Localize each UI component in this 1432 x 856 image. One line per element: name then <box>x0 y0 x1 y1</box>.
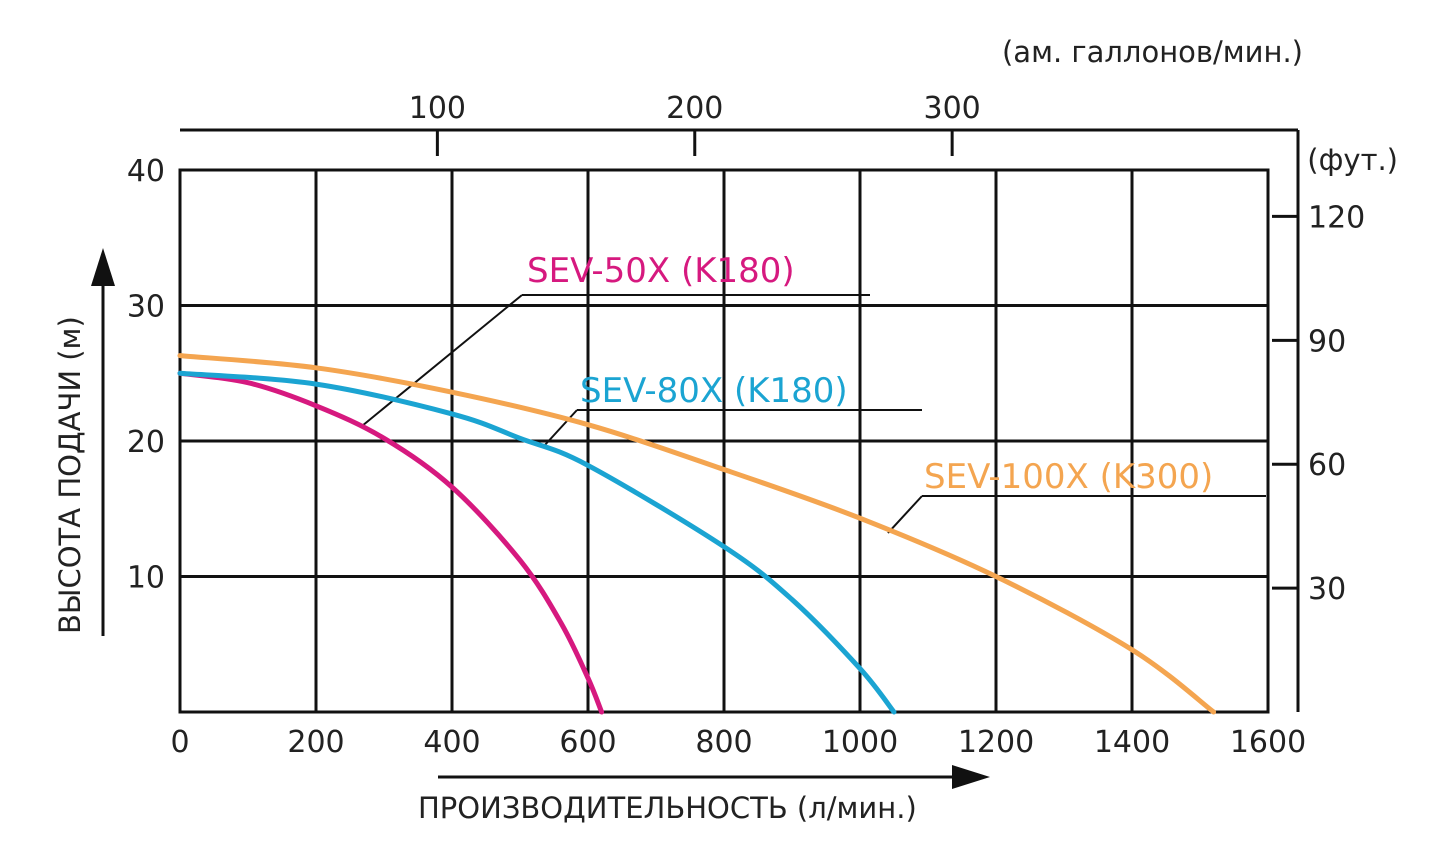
y-tick-label: 10 <box>127 561 165 596</box>
secondary-y-tick-label: 60 <box>1308 448 1346 483</box>
axes <box>91 128 1300 789</box>
secondary-y-tick-label: 90 <box>1308 324 1346 359</box>
x-tick-label: 1600 <box>1230 725 1306 760</box>
secondary-x-axis-title: (ам. галлонов/мин.) <box>1002 35 1303 69</box>
series-label: SEV-80X (K180) <box>580 371 848 411</box>
series-label-leader <box>543 409 578 447</box>
x-tick-label: 400 <box>423 725 480 760</box>
secondary-y-axis-title: (фут.) <box>1307 143 1398 177</box>
x-tick-label: 1200 <box>958 725 1034 760</box>
y-axis-title: ВЫСОТА ПОДАЧИ (м) <box>53 316 87 634</box>
grid <box>178 168 1270 714</box>
x-tick-label: 1400 <box>1094 725 1170 760</box>
x-tick-label: 200 <box>287 725 344 760</box>
x-tick-label: 600 <box>559 725 616 760</box>
x-axis-title: ПРОИЗВОДИТЕЛЬНОСТЬ (л/мин.) <box>418 791 917 825</box>
series-lines <box>177 353 1217 715</box>
y-tick-label: 20 <box>127 425 165 460</box>
series-label-leaders <box>361 294 1266 534</box>
series-label-leader <box>361 294 523 427</box>
y-tick-label: 40 <box>127 154 165 189</box>
x-direction-arrow-head <box>952 765 990 789</box>
secondary-x-tick-label: 300 <box>924 91 981 126</box>
chart-text: (ам. галлонов/мин.) (фут.) ПРОИЗВОДИТЕЛЬ… <box>53 35 1398 825</box>
series-label: SEV-50X (K180) <box>527 251 795 291</box>
series-line <box>177 353 1217 715</box>
secondary-y-tick-label: 120 <box>1308 200 1365 235</box>
secondary-x-tick-label: 200 <box>666 91 723 126</box>
secondary-x-tick-label: 100 <box>409 91 466 126</box>
x-tick-label: 800 <box>695 725 752 760</box>
secondary-y-tick-label: 30 <box>1308 572 1346 607</box>
series-line <box>177 370 605 715</box>
y-direction-arrow-head <box>91 248 115 286</box>
series-label-leader <box>887 495 923 534</box>
x-tick-label: 0 <box>170 725 189 760</box>
y-tick-label: 30 <box>127 290 165 325</box>
x-tick-label: 1000 <box>822 725 898 760</box>
series-label: SEV-100X (K300) <box>924 457 1213 497</box>
series-line <box>177 370 897 715</box>
